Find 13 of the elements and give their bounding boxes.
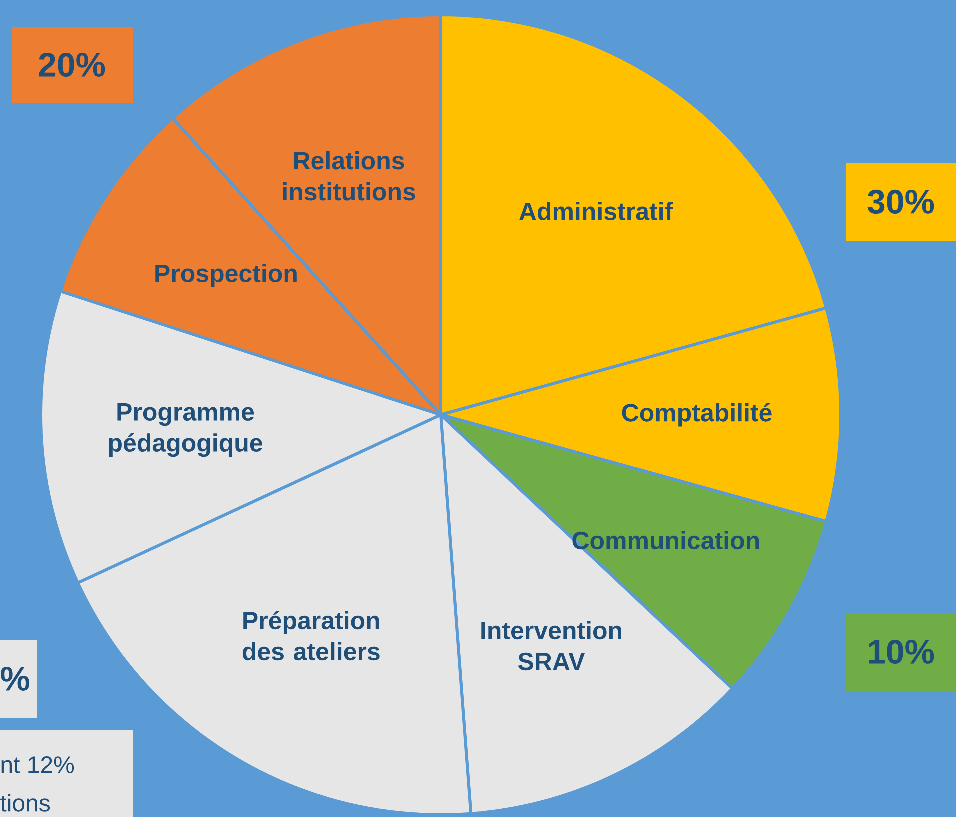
text: 20% xyxy=(39,52,106,78)
text: nt 12% xyxy=(2,756,74,774)
slice-label: Intervention SRAV xyxy=(482,621,622,671)
text: 10% xyxy=(869,640,934,664)
text: 30% xyxy=(868,190,934,214)
slice-label: Programme pédagogique xyxy=(109,404,262,458)
slice-label: Préparation des ateliers xyxy=(242,611,380,661)
slice-label: Relations institutions xyxy=(283,151,416,201)
slice-label: Administratif xyxy=(520,202,674,220)
slice-label: Comptabilité xyxy=(622,403,772,427)
text: % xyxy=(1,667,30,691)
slice-label: Prospection xyxy=(156,264,297,288)
text: tions xyxy=(0,794,50,812)
